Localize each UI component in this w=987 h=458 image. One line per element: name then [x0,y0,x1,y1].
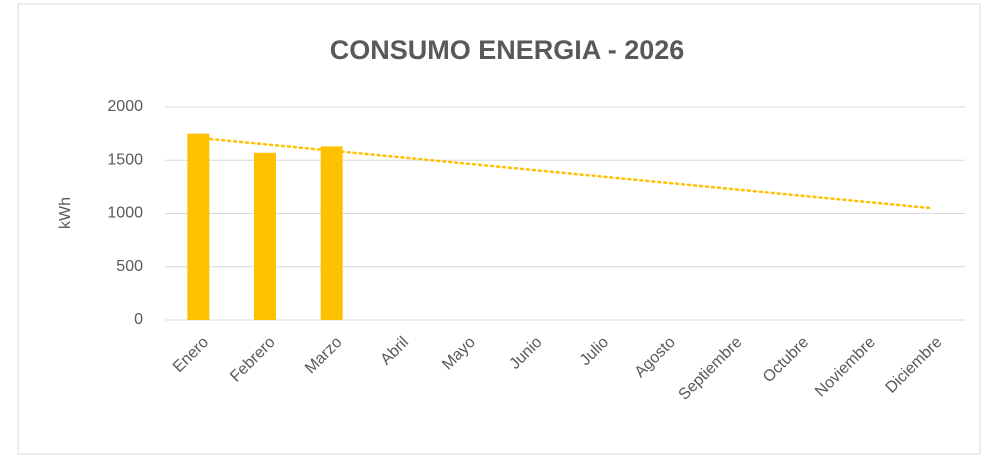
y-tick-label: 1000 [107,205,143,222]
y-axis-label: kWh [57,197,74,229]
bar [320,146,343,320]
y-tick-label: 0 [134,311,143,328]
bar [187,133,210,320]
y-tick-label: 2000 [107,98,143,115]
y-tick-label: 500 [116,258,143,275]
y-tick-label: 1500 [107,151,143,168]
chart-title: CONSUMO ENERGIA - 2026 [330,35,685,65]
chart-frame [17,3,981,455]
trendline [197,136,933,210]
bar [254,152,276,320]
